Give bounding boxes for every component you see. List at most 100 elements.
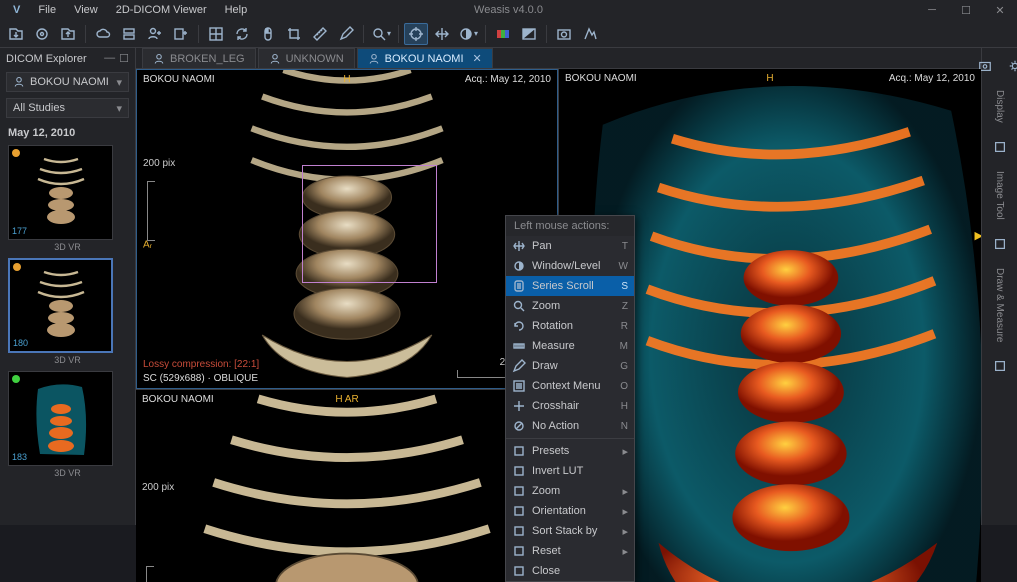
viewer-tab[interactable]: BROKEN_LEG xyxy=(142,48,256,68)
context-menu-item-label: Invert LUT xyxy=(532,465,583,477)
rail-settings-icon[interactable] xyxy=(1002,54,1017,78)
context-menu-item[interactable]: Crosshair H xyxy=(506,396,634,416)
context-menu-item-label: Measure xyxy=(532,340,575,352)
rail-panel-image-tool[interactable]: Image Tool xyxy=(994,165,1005,226)
print-button[interactable] xyxy=(578,23,602,45)
scale-label-left: 200 pix xyxy=(143,158,175,169)
context-menu-item-key: M xyxy=(620,341,628,352)
sidebar-close-icon[interactable]: ☐ xyxy=(119,52,129,65)
draw-icon xyxy=(512,359,526,373)
thumb-caption: 3D VR xyxy=(8,242,127,252)
context-menu-item[interactable]: Measure M xyxy=(506,336,634,356)
context-menu-submenu[interactable]: Orientation ▸ xyxy=(506,501,634,521)
context-menu-submenu[interactable]: Presets ▸ xyxy=(506,441,634,461)
context-menu-item-label: Window/Level xyxy=(532,260,600,272)
none-icon xyxy=(512,419,526,433)
mouse-left-button[interactable] xyxy=(256,23,280,45)
context-menu-item-label: Close xyxy=(532,565,560,577)
server-button[interactable] xyxy=(117,23,141,45)
series-thumb[interactable]: 180 3D VR xyxy=(8,258,127,365)
menu-dicom-viewer[interactable]: 2D-DICOM Viewer xyxy=(107,1,216,19)
context-menu: Left mouse actions: Pan T Window/Level W… xyxy=(505,215,635,582)
patient-icon xyxy=(368,53,380,65)
studies-dropdown-value: All Studies xyxy=(13,102,65,114)
context-menu-item-label: Zoom xyxy=(532,485,560,497)
context-menu-item[interactable]: Rotation R xyxy=(506,316,634,336)
chevron-right-icon: ▸ xyxy=(622,545,628,558)
viewport-top-left[interactable]: BOKOU NAOMI Acq.: May 12, 2010 H Aᵣ 200 … xyxy=(136,69,558,389)
context-menu-submenu[interactable]: Close xyxy=(506,561,634,581)
patient-overlay: BOKOU NAOMI xyxy=(143,74,215,85)
sync-button[interactable] xyxy=(230,23,254,45)
ctx-icon xyxy=(512,379,526,393)
screenshot-button[interactable] xyxy=(552,23,576,45)
add-patient-button[interactable] xyxy=(143,23,167,45)
viewport-bottom-left[interactable]: BOKOU NAOMI Acq.: M H AR RAF 200 pix xyxy=(136,390,558,582)
wl-button[interactable]: ▾ xyxy=(456,23,480,45)
layout-button[interactable] xyxy=(204,23,228,45)
series-thumb[interactable]: 183 3D VR xyxy=(8,371,127,478)
context-menu-submenu[interactable]: Invert LUT xyxy=(506,461,634,481)
context-menu-submenu[interactable]: Zoom ▸ xyxy=(506,481,634,501)
window-buttons: ─ ☐ ✕ xyxy=(915,0,1017,20)
lut-button[interactable] xyxy=(491,23,515,45)
series-thumb[interactable]: 177 3D VR xyxy=(8,145,127,252)
context-menu-submenu[interactable]: Sort Stack by ▸ xyxy=(506,521,634,541)
rail-panel-display[interactable]: Display xyxy=(994,84,1005,129)
menu-help[interactable]: Help xyxy=(216,1,257,19)
context-menu-item[interactable]: Draw G xyxy=(506,356,634,376)
measure-button[interactable] xyxy=(308,23,332,45)
add-study-button[interactable] xyxy=(169,23,193,45)
context-menu-item[interactable]: Window/Level W xyxy=(506,256,634,276)
context-menu-item-key: T xyxy=(622,241,628,252)
tab-close-icon[interactable]: ✕ xyxy=(473,52,482,65)
acq-overlay: Acq.: May 12, 2010 xyxy=(465,74,551,85)
max-button[interactable]: ☐ xyxy=(949,0,983,20)
context-menu-submenu[interactable]: Reset ▸ xyxy=(506,541,634,561)
sidebar-min-icon[interactable]: — xyxy=(104,52,115,65)
context-menu-item[interactable]: No Action N xyxy=(506,416,634,436)
orient-top: H AR xyxy=(335,394,358,405)
rail-panel-draw-measure[interactable]: Draw & Measure xyxy=(994,262,1005,348)
crosshair-button[interactable] xyxy=(404,23,428,45)
zoom-tool-button[interactable]: ▾ xyxy=(369,23,393,45)
viewer-tab[interactable]: BOKOU NAOMI ✕ xyxy=(357,48,493,68)
submenu-icon xyxy=(512,484,526,498)
context-menu-item-label: Pan xyxy=(532,240,552,252)
patient-overlay: BOKOU NAOMI xyxy=(565,73,637,84)
context-menu-item[interactable]: Pan T xyxy=(506,236,634,256)
chevron-right-icon: ▸ xyxy=(622,485,628,498)
viewer-tab[interactable]: UNKNOWN xyxy=(258,48,355,68)
context-menu-item-key: O xyxy=(620,381,628,392)
submenu-icon xyxy=(512,544,526,558)
patient-dropdown[interactable]: BOKOU NAOMI ▾ xyxy=(6,72,129,92)
context-menu-item-key: S xyxy=(621,281,628,292)
context-menu-item-label: Series Scroll xyxy=(532,280,594,292)
export-button[interactable] xyxy=(56,23,80,45)
menu-view[interactable]: View xyxy=(65,1,107,19)
acq-overlay: Acq.: May 12, 2010 xyxy=(889,73,975,84)
chevron-right-icon: ▸ xyxy=(622,505,628,518)
studies-dropdown[interactable]: All Studies ▾ xyxy=(6,98,129,118)
context-menu-item-key: Z xyxy=(622,301,628,312)
context-menu-item[interactable]: Context Menu O xyxy=(506,376,634,396)
min-button[interactable]: ─ xyxy=(915,0,949,20)
pan-tool-button[interactable] xyxy=(430,23,454,45)
cloud-button[interactable] xyxy=(91,23,115,45)
invert-button[interactable] xyxy=(517,23,541,45)
crop-button[interactable] xyxy=(282,23,306,45)
draw-button[interactable] xyxy=(334,23,358,45)
submenu-icon xyxy=(512,524,526,538)
context-menu-item[interactable]: Series Scroll S xyxy=(506,276,634,296)
import-cd-button[interactable] xyxy=(30,23,54,45)
roi-box[interactable] xyxy=(302,165,437,283)
toolbar: ▾ ▾ xyxy=(0,20,1017,48)
context-menu-item[interactable]: Zoom Z xyxy=(506,296,634,316)
rail-sep-icon xyxy=(987,135,1013,159)
series-thumbnails: 177 3D VR 180 3D VR 183 3D VR xyxy=(0,145,135,478)
right-rail: Display Image Tool Draw & Measure xyxy=(981,48,1017,525)
import-dicom-button[interactable] xyxy=(4,23,28,45)
sidebar-title: DICOM Explorer xyxy=(6,53,87,65)
close-button[interactable]: ✕ xyxy=(983,0,1017,20)
menu-file[interactable]: File xyxy=(29,1,65,19)
